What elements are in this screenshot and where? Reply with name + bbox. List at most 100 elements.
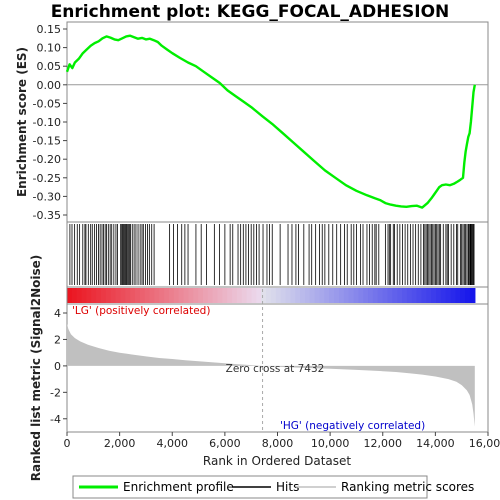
color-band-segment bbox=[329, 288, 335, 303]
es-tick-label: -0.05 bbox=[33, 97, 61, 110]
color-band-segment bbox=[270, 288, 277, 303]
color-band-segment bbox=[304, 288, 311, 303]
legend-item-ranking: Ranking metric scores bbox=[296, 480, 474, 494]
x-axis: 0 2,000 4,000 6,000 8,000 10,000 12,000 14,000 1… bbox=[64, 432, 500, 450]
metric-tick-label: 0 bbox=[54, 360, 61, 373]
color-band-segment bbox=[164, 288, 170, 303]
hits-panel-frame bbox=[66, 221, 489, 288]
color-band-segment bbox=[241, 288, 248, 303]
color-band-segment bbox=[227, 288, 233, 303]
color-band-segment bbox=[460, 288, 466, 303]
color-band-segment bbox=[144, 288, 151, 303]
color-band-segment bbox=[338, 288, 345, 303]
color-band-segment bbox=[115, 288, 122, 303]
color-band-segment bbox=[280, 288, 287, 303]
color-band-segment bbox=[91, 288, 97, 303]
color-band-segment bbox=[71, 288, 78, 303]
negative-correlation-label: 'HG' (negatively correlated) bbox=[280, 420, 425, 432]
color-band-segment bbox=[120, 288, 126, 303]
color-band-segment bbox=[193, 288, 199, 303]
x-tick-label: 16,000 bbox=[469, 437, 500, 450]
color-band-segment bbox=[445, 288, 452, 303]
legend-label-enrichment: Enrichment profile bbox=[123, 480, 234, 494]
color-band-segment bbox=[105, 288, 112, 303]
color-band-segment bbox=[134, 288, 141, 303]
es-axis: 0.15 0.10 0.05 0.00 -0.05 -0.10 -0.15 -0.20 -0.2… bbox=[33, 23, 67, 222]
color-band-segment bbox=[387, 288, 393, 303]
color-band-segment bbox=[455, 288, 461, 303]
x-axis-label: Rank in Ordered Dataset bbox=[203, 454, 351, 468]
x-tick-label: 12,000 bbox=[364, 437, 403, 450]
enrichment-profile-line bbox=[65, 34, 476, 209]
legend-label-ranking: Ranking metric scores bbox=[341, 480, 474, 494]
metric-tick-label: 4 bbox=[54, 307, 61, 320]
color-band-segment bbox=[411, 288, 418, 303]
legend-item-enrichment-profile: Enrichment profile bbox=[79, 480, 234, 494]
color-band-segment bbox=[202, 288, 209, 303]
zero-cross-label: Zero cross at 7432 bbox=[226, 363, 325, 375]
color-band-segment bbox=[343, 288, 350, 303]
color-band-segment bbox=[139, 288, 146, 303]
es-tick-label: -0.15 bbox=[33, 135, 61, 148]
metric-axis-label: Ranked list metric (Signal2Noise) bbox=[29, 255, 43, 482]
color-band-segment bbox=[217, 288, 223, 303]
chart-title: Enrichment plot: KEGG_FOCAL_ADHESION bbox=[51, 2, 450, 22]
color-band-segment bbox=[232, 288, 238, 303]
metric-tick-label: -2 bbox=[50, 386, 61, 399]
es-tick-label: 0.15 bbox=[37, 23, 62, 36]
color-band-segment bbox=[353, 288, 359, 303]
x-tick-label: 10,000 bbox=[311, 437, 350, 450]
color-band-segment bbox=[100, 288, 107, 303]
color-band-segment bbox=[183, 288, 189, 303]
color-band-segment bbox=[86, 288, 92, 303]
color-band-segment bbox=[392, 288, 398, 303]
color-band-segment bbox=[67, 288, 73, 303]
color-band-segment bbox=[130, 288, 136, 303]
color-band-segment bbox=[159, 288, 165, 303]
color-band-segment bbox=[397, 288, 403, 303]
color-band-segment bbox=[76, 288, 83, 303]
color-band-segment bbox=[300, 288, 306, 303]
color-band-segment bbox=[173, 288, 180, 303]
color-band-segment bbox=[285, 288, 291, 303]
color-band-segment bbox=[154, 288, 160, 303]
color-band-segment bbox=[469, 288, 476, 303]
metric-tick-label: -4 bbox=[50, 413, 61, 426]
color-band-segment bbox=[426, 288, 432, 303]
color-band-segment bbox=[416, 288, 423, 303]
legend-label-hits: Hits bbox=[276, 480, 299, 494]
x-tick-label: 8,000 bbox=[262, 437, 294, 450]
x-tick-label: 2,000 bbox=[104, 437, 136, 450]
color-band-segment bbox=[212, 288, 219, 303]
color-band-segment bbox=[465, 288, 471, 303]
color-band-segment bbox=[363, 288, 369, 303]
color-band-segment bbox=[188, 288, 194, 303]
color-band-segment bbox=[440, 288, 447, 303]
color-band-segment bbox=[261, 288, 267, 303]
color-band-segment bbox=[236, 288, 243, 303]
es-tick-label: 0.00 bbox=[37, 79, 62, 92]
color-band-segment bbox=[377, 288, 384, 303]
es-tick-label: -0.30 bbox=[33, 190, 61, 203]
es-axis-label: Enrichment score (ES) bbox=[15, 47, 29, 197]
color-band-segment bbox=[372, 288, 379, 303]
color-band-segment bbox=[198, 288, 204, 303]
color-band-segment bbox=[178, 288, 185, 303]
color-band-segment bbox=[81, 288, 88, 303]
color-band-segment bbox=[402, 288, 408, 303]
color-band-segment bbox=[314, 288, 321, 303]
es-panel-frame bbox=[66, 21, 489, 223]
color-band-segment bbox=[358, 288, 364, 303]
es-tick-label: -0.10 bbox=[33, 116, 61, 129]
x-tick-label: 0 bbox=[64, 437, 71, 450]
color-band-segment bbox=[275, 288, 282, 303]
x-tick-label: 14,000 bbox=[416, 437, 455, 450]
color-band-segment bbox=[110, 288, 117, 303]
color-band-segment bbox=[207, 288, 214, 303]
color-band-segment bbox=[246, 288, 253, 303]
x-tick-label: 4,000 bbox=[157, 437, 189, 450]
color-band-segment bbox=[295, 288, 301, 303]
color-band-segment bbox=[290, 288, 296, 303]
es-tick-label: -0.20 bbox=[33, 153, 61, 166]
